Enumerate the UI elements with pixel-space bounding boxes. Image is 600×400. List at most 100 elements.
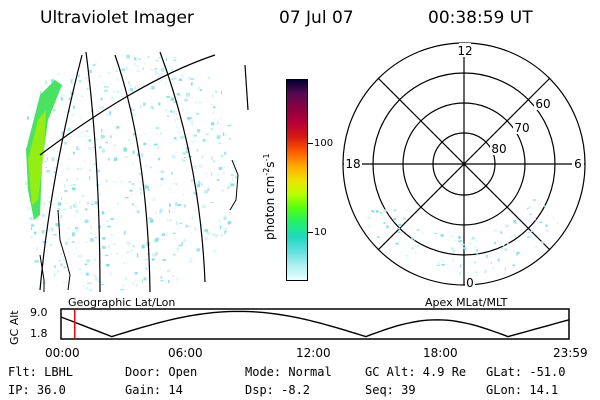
speckle <box>120 180 123 183</box>
speckle <box>136 210 140 214</box>
speckle <box>217 173 221 176</box>
speckle <box>60 197 62 200</box>
speckle <box>88 289 91 291</box>
speckle <box>160 177 164 181</box>
speckle <box>130 107 133 111</box>
speckle <box>73 52 76 54</box>
polar-speckle <box>376 236 380 238</box>
speckle <box>88 147 91 151</box>
parallel-line <box>39 54 216 156</box>
speckle <box>125 262 128 265</box>
speckle <box>171 78 174 80</box>
speckle <box>156 59 158 62</box>
speckle <box>222 132 225 136</box>
speckle <box>52 234 55 236</box>
speckle <box>183 276 186 279</box>
speckle <box>84 208 88 211</box>
polar-speckle <box>479 257 483 259</box>
speckle <box>223 151 227 155</box>
speckle <box>74 201 78 206</box>
polar-speckle <box>497 239 499 242</box>
speckle <box>236 71 239 74</box>
speckle <box>26 93 29 95</box>
speckle <box>158 184 162 187</box>
speckle <box>218 287 220 292</box>
polar-speckle <box>534 246 538 248</box>
polar-speckle <box>451 247 454 250</box>
speckle <box>48 196 53 199</box>
speckle <box>220 117 223 120</box>
speckle <box>157 171 159 174</box>
speckle <box>214 118 216 121</box>
speckle <box>121 68 126 72</box>
speckle <box>89 176 91 180</box>
speckle <box>175 126 177 128</box>
speckle <box>188 76 192 80</box>
speckle <box>188 225 191 227</box>
speckle <box>212 160 216 163</box>
speckle <box>173 253 176 256</box>
speckle <box>84 134 86 138</box>
speckle <box>58 50 61 51</box>
speckle <box>107 157 110 161</box>
speckle <box>55 223 59 227</box>
speckle <box>60 62 65 67</box>
speckle <box>134 86 136 90</box>
speckle <box>29 272 34 275</box>
speckle <box>133 62 136 66</box>
polar-speckle <box>485 269 488 272</box>
speckle <box>76 177 79 181</box>
mlt-label-6: 6 <box>574 157 582 171</box>
speckle <box>160 294 163 295</box>
speckle <box>231 91 234 94</box>
polar-speckle <box>405 208 408 212</box>
speckle <box>175 244 177 246</box>
speckle <box>213 236 215 239</box>
polar-speckle <box>393 218 397 221</box>
speckle <box>68 97 72 101</box>
speckle <box>44 287 48 290</box>
label-bg <box>534 96 552 110</box>
speckle <box>78 268 82 271</box>
polar-speckle <box>530 230 535 232</box>
speckle <box>222 155 224 157</box>
speckle <box>198 86 200 90</box>
colorbar-label: photon cm-2s-1 <box>262 153 277 240</box>
seq-info: Seq: 39 <box>365 383 416 397</box>
polar-speckle <box>471 236 475 240</box>
speckle <box>218 219 221 224</box>
polar-speckle <box>529 205 531 208</box>
speckle <box>124 196 129 199</box>
speckle <box>113 181 117 183</box>
speckle <box>108 244 110 249</box>
speckle <box>186 117 191 120</box>
speckle <box>99 192 102 196</box>
timeline-frame <box>60 308 570 340</box>
polar-speckle <box>474 261 476 264</box>
speckle <box>141 244 145 249</box>
polar-speckle <box>462 247 466 249</box>
speckle <box>242 245 243 248</box>
speckle <box>211 122 215 126</box>
speckle <box>242 179 243 183</box>
speckle <box>21 168 23 171</box>
speckle <box>213 249 217 254</box>
speckle <box>67 238 71 241</box>
speckle <box>125 277 127 281</box>
speckle <box>160 276 162 279</box>
speckle <box>102 237 106 240</box>
polar-speckle <box>514 222 517 224</box>
polar-speckle <box>367 216 371 219</box>
polar-speckle <box>368 224 370 227</box>
speckle <box>160 72 163 76</box>
speckle <box>126 251 130 253</box>
polar-speckle <box>405 257 408 261</box>
speckle <box>191 78 195 80</box>
speckle <box>102 148 105 153</box>
polar-speckle <box>459 264 462 268</box>
colorbar-tick <box>307 232 313 233</box>
speckle <box>90 288 92 290</box>
speckle <box>44 54 46 58</box>
speckle <box>85 291 90 292</box>
speckle <box>122 284 124 287</box>
